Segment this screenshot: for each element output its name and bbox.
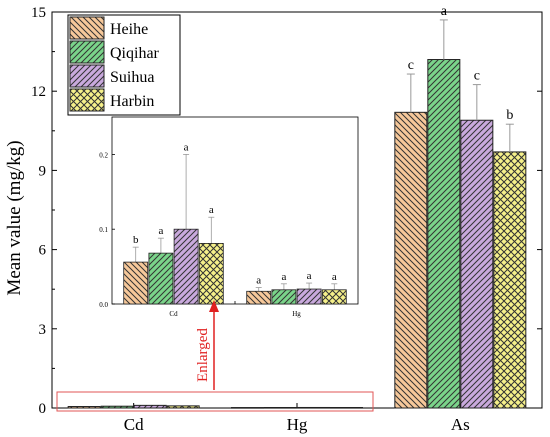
bar-qiqihar-hg: [264, 406, 297, 409]
legend-label-qiqihar: Qiqihar: [110, 45, 160, 62]
inset-sig-letter-heihe-hg: a: [256, 275, 261, 287]
legend-label-heihe: Heihe: [110, 21, 148, 38]
bar-heihe-hg: [231, 407, 264, 409]
inset-y-tick-label: 0.0: [99, 301, 108, 309]
legend: Heihe Qiqihar Suihua Harbin: [67, 14, 181, 116]
inset-bar-heihe-hg: [246, 290, 272, 305]
inset-sig-letter-suihua-hg: a: [307, 270, 312, 282]
enlarged-arrow-head: [209, 300, 219, 312]
legend-swatch-suihua: [69, 64, 105, 88]
enlarged-label: Enlarged: [195, 328, 211, 382]
inset-bar-suihua-cd: [173, 228, 199, 305]
x-tick-label-hg: Hg: [287, 415, 308, 434]
y-tick-label: 6: [39, 243, 47, 259]
y-axis-label: Mean value (mg/kg): [4, 140, 25, 295]
y-tick-label: 0: [39, 401, 47, 417]
inset-bar-suihua-hg: [296, 288, 322, 305]
x-tick-label-as: As: [451, 415, 470, 434]
inset-sig-letter-heihe-cd: b: [133, 234, 139, 246]
enlarged-annotation: Enlarged: [56, 300, 374, 412]
bar-qiqihar-cd: [100, 405, 134, 409]
inset-sig-letter-harbin-hg: a: [332, 271, 337, 283]
inset-y-tick-label: 0.1: [99, 226, 108, 234]
inset-x-tick-label-hg: Hg: [292, 310, 301, 318]
inset-bar-harbin-hg: [321, 289, 347, 305]
inset-y-tick-label: 0.2: [99, 151, 108, 159]
bar-suihua-cd: [133, 404, 167, 409]
legend-label-suihua: Suihua: [110, 69, 154, 86]
y-tick-label: 9: [39, 163, 47, 179]
bar-heihe-as: [394, 111, 428, 409]
inset-bar-qiqihar-cd: [148, 252, 174, 305]
bar-harbin-as: [493, 151, 527, 409]
legend-label-harbin: Harbin: [110, 93, 154, 110]
sig-letter-heihe-as: c: [408, 58, 414, 73]
inset-sig-letter-qiqihar-cd: a: [158, 225, 163, 237]
inset-sig-letter-suihua-cd: a: [184, 141, 189, 153]
inset-bar-heihe-cd: [123, 261, 149, 305]
enlarged-region-box: [56, 391, 374, 412]
legend-swatch-harbin: [69, 88, 105, 112]
bar-suihua-hg: [297, 406, 330, 409]
legend-swatch-heihe: [69, 16, 105, 40]
y-tick-label: 3: [39, 322, 47, 338]
inset-sig-letter-qiqihar-hg: a: [281, 271, 286, 283]
main-plot: 0 3 6 9 12 15 Cd Hg As c a c b: [31, 4, 543, 434]
bar-heihe-cd: [67, 406, 101, 409]
bar-harbin-cd: [166, 405, 200, 409]
bar-suihua-as: [460, 119, 494, 409]
inset-bar-harbin-cd: [198, 243, 224, 305]
x-tick-label-cd: Cd: [124, 415, 144, 434]
sig-letter-harbin-as: b: [506, 108, 513, 123]
legend-swatch-qiqihar: [69, 40, 105, 64]
inset-x-tick-label-cd: Cd: [169, 310, 178, 318]
sig-letter-suihua-as: c: [474, 69, 480, 84]
y-tick-label: 15: [31, 5, 46, 21]
inset-sig-letter-harbin-cd: a: [209, 204, 214, 216]
bar-qiqihar-as: [427, 59, 461, 409]
inset-bar-qiqihar-hg: [271, 289, 297, 305]
sig-letter-qiqihar-as: a: [441, 4, 448, 19]
bar-harbin-hg: [330, 406, 363, 409]
y-tick-label: 12: [31, 84, 46, 100]
inset-plot: 0.0 0.1 0.2 Cd b a a a Hg a a a a: [99, 116, 359, 318]
